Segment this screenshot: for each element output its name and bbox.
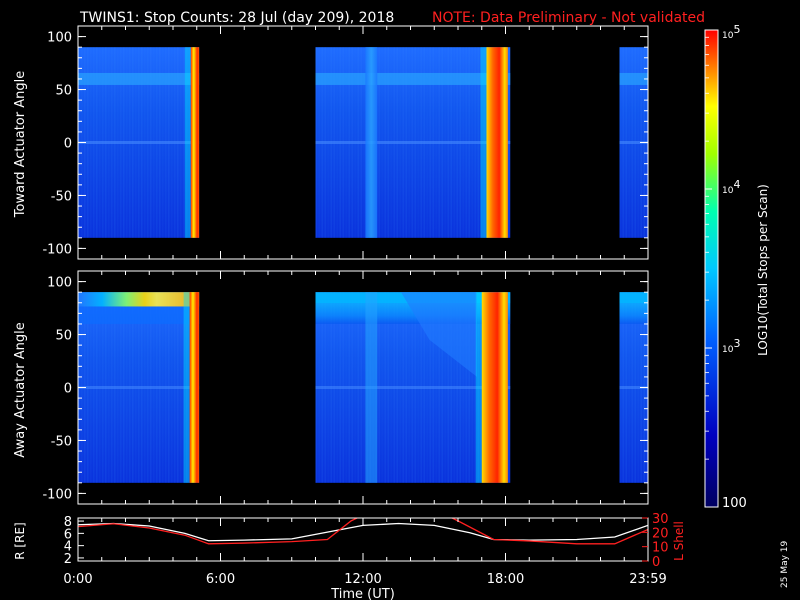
away-top-band-2b xyxy=(619,303,648,324)
enhanced-time-band xyxy=(365,47,378,238)
x-tick-label: 0:00 xyxy=(63,572,92,587)
angle-band-0 xyxy=(315,386,511,389)
toward-y-axis-label: Toward Actuator Angle xyxy=(13,71,28,218)
bright-band-halo xyxy=(480,47,487,238)
orbit-left-axis-label: R [RE] xyxy=(13,522,27,559)
away-wedge xyxy=(401,292,477,377)
bright-band-halo xyxy=(475,292,482,483)
orbit-x-ticks xyxy=(77,518,649,561)
x-tick-label: 12:00 xyxy=(344,572,381,587)
y-tick-label: 100 xyxy=(47,31,72,46)
x-tick-label: 6:00 xyxy=(206,572,235,587)
angle-band-0 xyxy=(78,141,200,144)
chart-title: TWINS1: Stop Counts: 28 Jul (day 209), 2… xyxy=(79,10,394,26)
angle-band-60 xyxy=(315,72,511,85)
away-x-ticks xyxy=(77,271,649,504)
angle-band-0 xyxy=(619,386,648,389)
away-top-band-2 xyxy=(619,292,648,304)
colorbar: 105 104 103 100 LOG10(Total Stops per Scan) xyxy=(704,23,770,511)
colorbar-ticks: 105 104 103 100 xyxy=(705,23,747,511)
bright-band-halo xyxy=(183,292,190,483)
bright-band-0 xyxy=(190,47,200,238)
y-tick-label: -100 xyxy=(42,242,72,257)
enhanced-time-band xyxy=(365,292,378,483)
y-tick-label: -50 xyxy=(51,434,72,449)
orbit-left-tick-label: 8 xyxy=(64,515,72,530)
y-tick-label: -50 xyxy=(51,189,72,204)
y-tick-label: 0 xyxy=(64,137,72,152)
toward-y-axis: 100 50 0 -50 -100 xyxy=(42,25,648,260)
panel-away: 100 50 0 -50 -100 Away Actuator Angle xyxy=(13,270,649,505)
x-axis-tick-labels: 0:00 6:00 12:00 18:00 23:59 xyxy=(63,572,666,587)
toward-x-ticks xyxy=(77,26,649,259)
angle-band-60 xyxy=(78,72,200,85)
away-y-axis: 100 50 0 -50 -100 xyxy=(42,270,648,505)
away-y-axis-label: Away Actuator Angle xyxy=(13,322,28,457)
colorbar-tick-label: 103 xyxy=(722,337,740,355)
bright-band-1 xyxy=(486,47,508,238)
orbit-right-tick-label: 10 xyxy=(652,541,669,556)
colorbar-label: LOG10(Total Stops per Scan) xyxy=(756,184,770,356)
panel-toward: 100 50 0 -50 -100 Toward Actuator Angle xyxy=(13,25,649,260)
angle-band-0 xyxy=(619,141,648,144)
colorbar-tick-label: 104 xyxy=(722,178,740,196)
orbit-right-tick-label: 0 xyxy=(652,555,660,570)
y-tick-label: 0 xyxy=(64,382,72,397)
x-tick-label: 23:59 xyxy=(629,572,666,587)
y-tick-label: 50 xyxy=(55,84,72,99)
x-axis-label: Time (UT) xyxy=(330,587,395,600)
orbit-right-tick-label: 30 xyxy=(652,512,669,527)
bright-band-1 xyxy=(481,292,508,483)
orbit-lshell-line xyxy=(78,518,648,545)
orbit-left-tick-label: 4 xyxy=(64,540,72,555)
colorbar-tick-label: 100 xyxy=(722,496,747,511)
preliminary-note: NOTE: Data Preliminary - Not validated xyxy=(432,10,705,26)
x-tick-label: 18:00 xyxy=(487,572,524,587)
y-tick-label: 50 xyxy=(55,329,72,344)
bright-band-0 xyxy=(189,292,200,483)
away-top-band-0b xyxy=(78,306,200,324)
angle-band-0 xyxy=(78,386,200,389)
orbit-left-tick-label: 6 xyxy=(64,527,72,542)
orbit-right-tick-label: 20 xyxy=(652,526,669,541)
orbit-right-axis-label: L Shell xyxy=(672,521,686,561)
angle-band-60 xyxy=(619,72,648,85)
date-stamp: 25 May 19 xyxy=(780,540,790,588)
y-tick-label: 100 xyxy=(47,276,72,291)
angle-band-0 xyxy=(315,141,511,144)
colorbar-tick-label: 105 xyxy=(722,23,740,41)
orbit-left-tick-label: 2 xyxy=(64,552,72,567)
colorbar-gradient xyxy=(704,29,719,508)
y-tick-label: -100 xyxy=(42,487,72,502)
away-top-band-0 xyxy=(78,292,200,307)
bright-band-halo xyxy=(184,47,191,238)
